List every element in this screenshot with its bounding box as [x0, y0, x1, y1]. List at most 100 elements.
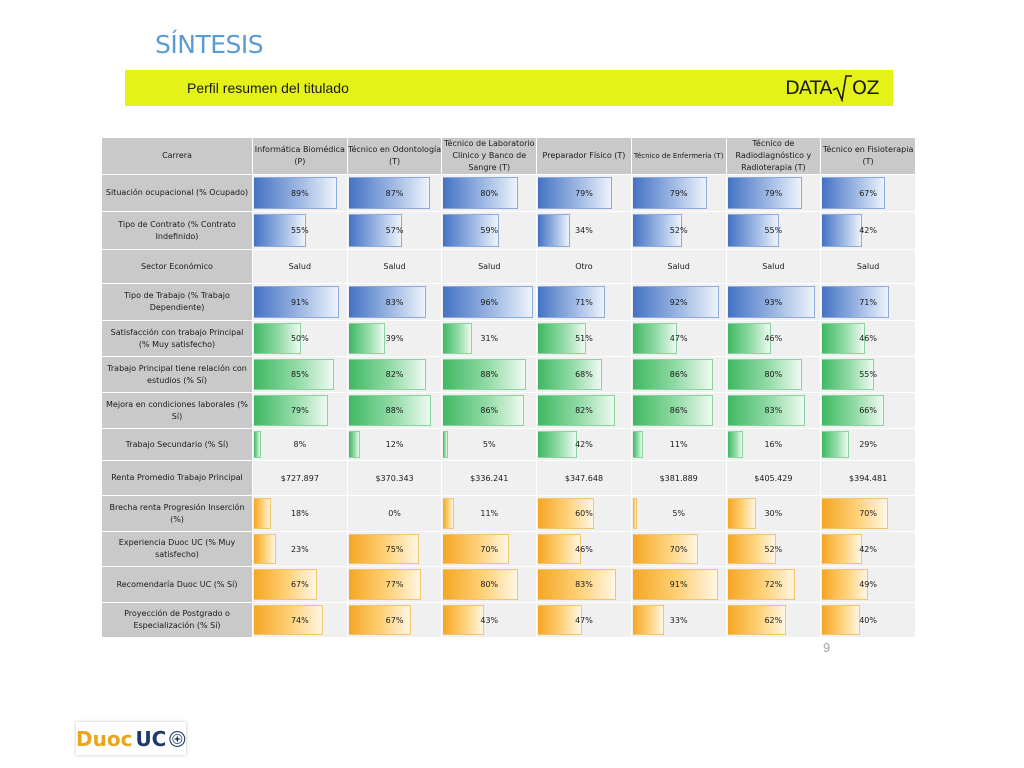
data-cell: 82%: [536, 392, 632, 429]
row-label: Trabajo Secundario (% Sí): [101, 428, 253, 461]
data-bar: [254, 534, 276, 564]
cell-value: 47%: [669, 334, 688, 343]
cell-value: 40%: [859, 615, 877, 625]
cell-value: Salud: [288, 262, 312, 271]
cell-value: 70%: [480, 544, 499, 554]
cell-value: 86%: [669, 370, 688, 379]
cell-value: 80%: [480, 580, 499, 589]
cell-value: 0%: [388, 509, 401, 518]
data-cell: 75%: [346, 531, 443, 567]
data-bar: [254, 214, 306, 247]
data-cell: 11%: [630, 428, 727, 461]
data-cell: 5%: [441, 428, 538, 461]
data-cell: 66%: [820, 392, 916, 429]
cell-value: 46%: [859, 334, 877, 343]
data-cell: 79%: [536, 174, 632, 212]
cell-value: 52%: [764, 544, 783, 554]
cell-value: Salud: [667, 262, 690, 271]
cell-value: 60%: [575, 509, 593, 518]
cell-value: Salud: [856, 262, 880, 271]
cell-value: 86%: [480, 406, 499, 415]
cell-value: 42%: [575, 440, 593, 449]
data-bar: [538, 605, 583, 635]
cell-value: 72%: [764, 580, 783, 589]
data-bar: [538, 177, 613, 209]
cell-value: 87%: [385, 188, 404, 198]
data-cell: 79%: [630, 174, 727, 212]
data-bar: [443, 359, 526, 390]
row-label: Tipo de Trabajo (% Trabajo Dependiente): [101, 283, 253, 321]
cell-value: 67%: [385, 615, 404, 625]
data-cell: 70%: [820, 495, 916, 532]
row-label: Situación ocupacional (% Ocupado): [101, 174, 253, 212]
data-cell: 47%: [536, 602, 632, 638]
row-label: Renta Promedio Trabajo Principal: [101, 460, 253, 496]
cell-value: 46%: [764, 334, 783, 343]
row-label: Experiencia Duoc UC (% Muy satisfecho): [101, 531, 253, 567]
cell-value: 86%: [669, 406, 688, 415]
data-cell: $394.481: [820, 460, 916, 496]
data-bar: [443, 431, 449, 458]
data-cell: 91%: [630, 566, 727, 603]
row-label: Recomendaría Duoc UC (% Sí): [101, 566, 253, 603]
cell-value: 83%: [385, 297, 404, 307]
data-bar: [822, 286, 889, 318]
table-row: Renta Promedio Trabajo Principal $727.897…: [101, 460, 916, 496]
cell-value: 79%: [669, 188, 688, 198]
data-bar: [632, 395, 714, 426]
data-bar: [254, 177, 338, 209]
data-bar: [727, 359, 803, 390]
data-cell: 88%: [441, 356, 538, 393]
cell-value: 42%: [859, 226, 877, 235]
data-bar: [727, 534, 777, 564]
data-bar: [443, 569, 519, 600]
data-cell: Otro: [536, 249, 632, 284]
data-cell: 34%: [536, 211, 632, 250]
row-label: Trabajo Principal tiene relación con est…: [101, 356, 253, 393]
row-label: Sector Económico: [101, 249, 253, 284]
table-row: Tipo de Trabajo (% Trabajo Dependiente) 9…: [101, 283, 916, 321]
data-cell: 42%: [820, 211, 916, 250]
data-cell: 67%: [820, 174, 916, 212]
data-cell: 29%: [820, 428, 916, 461]
data-bar: [822, 569, 869, 600]
data-bar: [727, 498, 756, 529]
data-bar: [632, 177, 707, 209]
data-cell: 31%: [441, 320, 538, 357]
cell-value: 43%: [480, 615, 499, 625]
data-bar: [348, 323, 386, 354]
data-bar: [443, 323, 473, 354]
data-bar: [443, 177, 519, 209]
data-cell: 92%: [630, 283, 727, 321]
data-cell: 42%: [820, 531, 916, 567]
cell-value: 8%: [293, 440, 307, 449]
data-bar: [822, 323, 866, 354]
data-cell: Salud: [252, 249, 348, 284]
data-cell: 82%: [346, 356, 443, 393]
cell-value: 88%: [480, 370, 499, 379]
data-cell: 74%: [252, 602, 348, 638]
data-cell: Salud: [630, 249, 727, 284]
data-cell: 30%: [725, 495, 822, 532]
cell-value: $370.343: [375, 473, 414, 483]
data-cell: 18%: [252, 495, 348, 532]
data-cell: 83%: [536, 566, 632, 603]
cell-value: 31%: [480, 334, 499, 343]
cell-value: 5%: [482, 440, 496, 449]
cell-value: $405.429: [754, 473, 793, 483]
data-bar: [822, 431, 850, 458]
data-cell: 71%: [536, 283, 632, 321]
cell-value: Otro: [575, 262, 593, 271]
cell-value: 93%: [764, 297, 783, 307]
row-label: Mejora en condiciones laborales (% Sí): [101, 392, 253, 429]
row-label: Proyección de Postgrado o Especializació…: [101, 602, 253, 638]
data-bar: [727, 177, 802, 209]
data-bar: [254, 605, 324, 635]
cell-value: 67%: [290, 580, 309, 589]
table-row: Tipo de Contrato (% Contrato Indefinido)…: [101, 211, 916, 250]
data-bar: [348, 177, 431, 209]
cell-value: $336.241: [470, 473, 509, 483]
cell-value: 47%: [575, 615, 593, 625]
data-bar: [443, 534, 509, 564]
data-bar: [822, 605, 860, 635]
